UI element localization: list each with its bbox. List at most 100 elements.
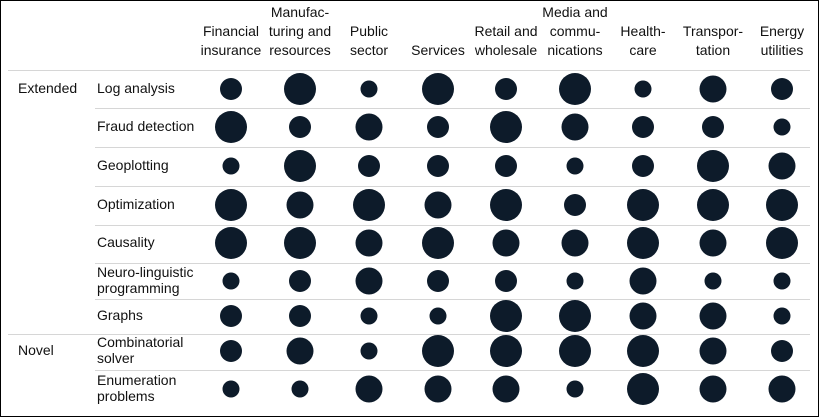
bubble — [360, 80, 378, 98]
bubble — [766, 227, 798, 259]
bubble — [289, 116, 311, 138]
bubble — [492, 375, 520, 403]
bubble — [559, 335, 591, 367]
bubble — [490, 111, 522, 143]
row-label: Fraud detection — [97, 118, 194, 134]
bubble — [627, 189, 659, 221]
bubble — [289, 305, 311, 327]
bubble — [566, 157, 584, 175]
bubble — [353, 189, 385, 221]
bubble — [289, 270, 311, 292]
bubble — [220, 78, 242, 100]
bubble — [559, 300, 591, 332]
bubble — [702, 116, 724, 138]
bubble — [284, 73, 316, 105]
bubble — [771, 340, 793, 362]
bubble — [766, 189, 798, 221]
column-header: Media and commu-nications — [542, 4, 607, 58]
row-label: Causality — [97, 234, 155, 250]
bubble — [422, 227, 454, 259]
bubble — [495, 78, 517, 100]
bubble — [699, 229, 727, 257]
row-label: Enumeration problems — [97, 372, 176, 404]
bubble — [771, 78, 793, 100]
bubble — [773, 118, 791, 136]
bubble — [699, 75, 727, 103]
bubble — [215, 189, 247, 221]
bubble — [284, 227, 316, 259]
bubble — [429, 307, 447, 325]
bubble — [627, 373, 659, 405]
row-label: Combinatorial solver — [97, 334, 183, 366]
bubble — [566, 380, 584, 398]
bubble — [699, 337, 727, 365]
bubble — [284, 150, 316, 182]
column-header: Health-care — [620, 23, 665, 58]
column-header: Retail and wholesale — [474, 23, 538, 58]
bubble — [360, 342, 378, 360]
bubble — [220, 305, 242, 327]
column-header: Manufac-turing and resources — [269, 4, 331, 58]
bubble — [629, 267, 657, 295]
bubble — [490, 189, 522, 221]
bubble — [629, 302, 657, 330]
bubble — [286, 337, 314, 365]
bubble — [355, 375, 383, 403]
bubble — [422, 73, 454, 105]
bubble — [768, 152, 796, 180]
bubble — [566, 272, 584, 290]
bubble — [424, 375, 452, 403]
bubble — [561, 229, 589, 257]
bubble — [490, 335, 522, 367]
bubble — [632, 116, 654, 138]
bubble — [222, 272, 240, 290]
bubble — [360, 307, 378, 325]
bubble — [704, 272, 722, 290]
column-header: Public sector — [350, 23, 388, 58]
bubble — [697, 189, 729, 221]
bubble — [286, 191, 314, 219]
column-header: Energy utilities — [760, 23, 804, 58]
row-label: Optimization — [97, 196, 175, 212]
bubble — [627, 335, 659, 367]
row-label: Neuro-linguistic programming — [97, 264, 193, 296]
bubble — [215, 111, 247, 143]
bubble — [564, 194, 586, 216]
bubble — [492, 229, 520, 257]
bubble — [495, 155, 517, 177]
bubble — [427, 116, 449, 138]
bubble — [634, 80, 652, 98]
column-header: Services — [411, 42, 465, 58]
bubble — [561, 113, 589, 141]
bubble — [632, 155, 654, 177]
bubble — [768, 375, 796, 403]
bubble — [220, 340, 242, 362]
bubble — [422, 335, 454, 367]
bubble — [699, 375, 727, 403]
row-label: Geoplotting — [97, 157, 169, 173]
bubble — [222, 380, 240, 398]
bubble — [222, 157, 240, 175]
bubble — [355, 229, 383, 257]
bubble — [355, 113, 383, 141]
bubble — [495, 270, 517, 292]
bubble — [355, 267, 383, 295]
row-label: Graphs — [97, 307, 143, 323]
bubble — [627, 227, 659, 259]
column-header: Transpor-tation — [683, 23, 744, 58]
bubble — [358, 155, 380, 177]
bubble — [773, 272, 791, 290]
bubble — [773, 307, 791, 325]
bubble — [427, 270, 449, 292]
bubble — [424, 191, 452, 219]
group-label: Extended — [18, 80, 77, 96]
bubble — [490, 300, 522, 332]
group-label: Novel — [18, 342, 54, 358]
row-label: Log analysis — [97, 80, 175, 96]
bubble — [215, 227, 247, 259]
bubble — [559, 73, 591, 105]
bubble — [699, 302, 727, 330]
